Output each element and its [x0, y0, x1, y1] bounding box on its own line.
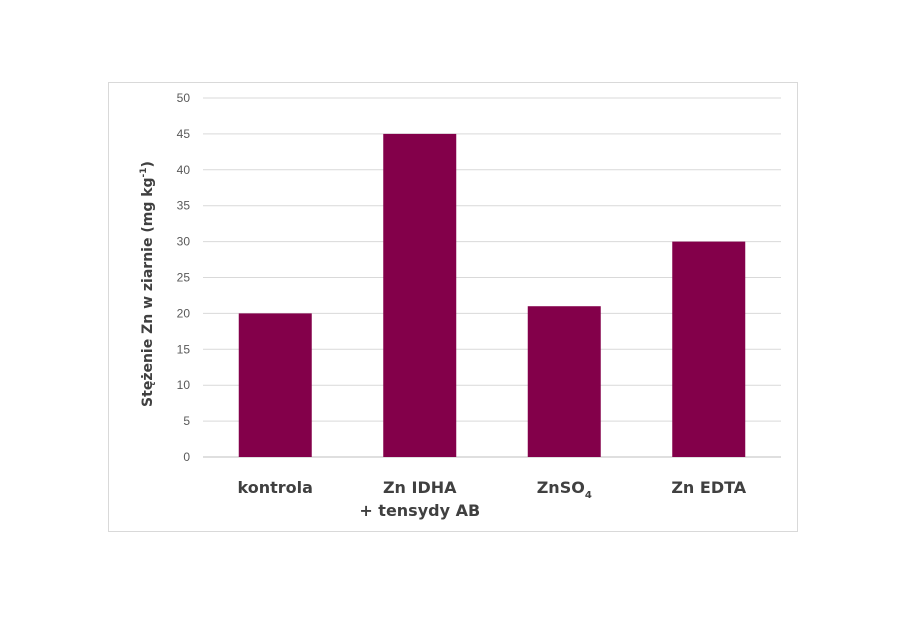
y-axis-label-main: Stężenie Zn w ziarnie (mg kg: [140, 177, 156, 407]
y-tick-label: 15: [177, 342, 191, 356]
bar: [383, 133, 457, 457]
y-tick-labels: 0 5 10 15 20 25 30 35 40 45 50: [177, 91, 191, 464]
x-tick-labels: kontrola Zn IDHA + tensydy AB ZnSO4 Zn EDTA: [238, 478, 747, 520]
bars: [238, 133, 746, 457]
y-tick-label: 25: [177, 271, 191, 285]
y-tick-label: 45: [177, 127, 191, 141]
y-tick-label: 30: [177, 235, 191, 249]
y-axis-label-superscript: -1: [139, 167, 149, 177]
y-tick-label: 5: [183, 414, 190, 428]
y-tick-label: 40: [177, 163, 191, 177]
y-axis-label-close: ): [140, 161, 156, 167]
x-tick-label: Zn EDTA: [671, 478, 746, 497]
y-tick-label: 50: [177, 91, 191, 105]
y-tick-label: 35: [177, 199, 191, 213]
y-tick-label: 10: [177, 378, 191, 392]
y-tick-label: 20: [177, 306, 191, 320]
bar: [527, 306, 601, 457]
x-tick-label: Zn IDHA + tensydy AB: [359, 478, 480, 520]
y-axis-label: Stężenie Zn w ziarnie (mg kg-1): [139, 161, 156, 407]
bar: [672, 241, 746, 457]
bar: [238, 313, 312, 457]
x-tick-label: ZnSO4: [537, 478, 592, 501]
x-tick-label: kontrola: [238, 478, 313, 497]
y-tick-label: 0: [183, 450, 190, 464]
